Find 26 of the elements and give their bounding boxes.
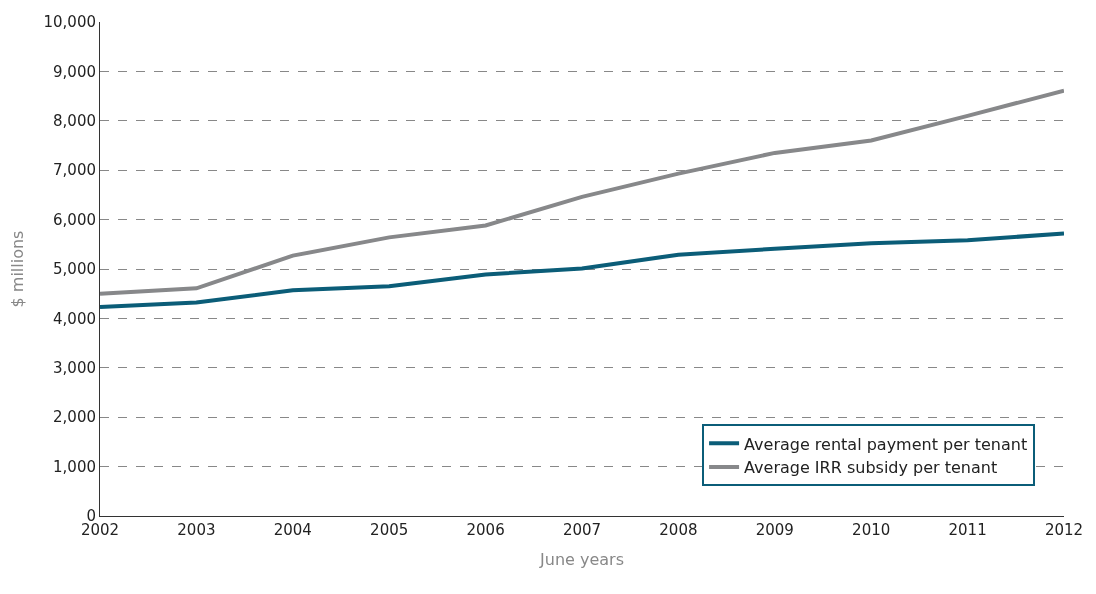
line-series [100,88,1064,296]
x-axis-title: June years [539,549,624,569]
x-tick-label: 2009 [755,521,794,539]
legend-label: Average IRR subsidy per tenant [744,458,998,478]
y-tick-label: 9,000 [53,62,96,81]
x-tick-label: 2006 [466,521,505,539]
y-tick-label: 3,000 [53,359,96,378]
line-series [100,231,1064,310]
x-tick-label: 2004 [273,521,312,539]
x-tick-label: 2003 [177,521,216,539]
y-tick-label: 10,000 [43,13,96,32]
y-tick-label: 7,000 [53,161,96,180]
x-tick-label: 2010 [852,521,891,539]
y-tick-label: 5,000 [53,260,96,279]
x-tick-label: 2005 [370,521,409,539]
y-axis-title: $ millions [8,230,28,308]
y-tick-label: 2,000 [53,408,96,427]
y-tick-label: 8,000 [53,112,96,131]
y-tick-label: 1,000 [53,457,96,476]
y-tick-label: 4,000 [53,309,96,328]
x-tick-label: 2007 [562,521,602,539]
x-tick-label: 2008 [659,521,698,539]
x-tick-label: 2011 [948,521,987,539]
y-tick-label: 6,000 [53,210,96,229]
x-tick-label: 2012 [1044,521,1084,539]
legend-label: Average rental payment per tenant [744,434,1028,454]
